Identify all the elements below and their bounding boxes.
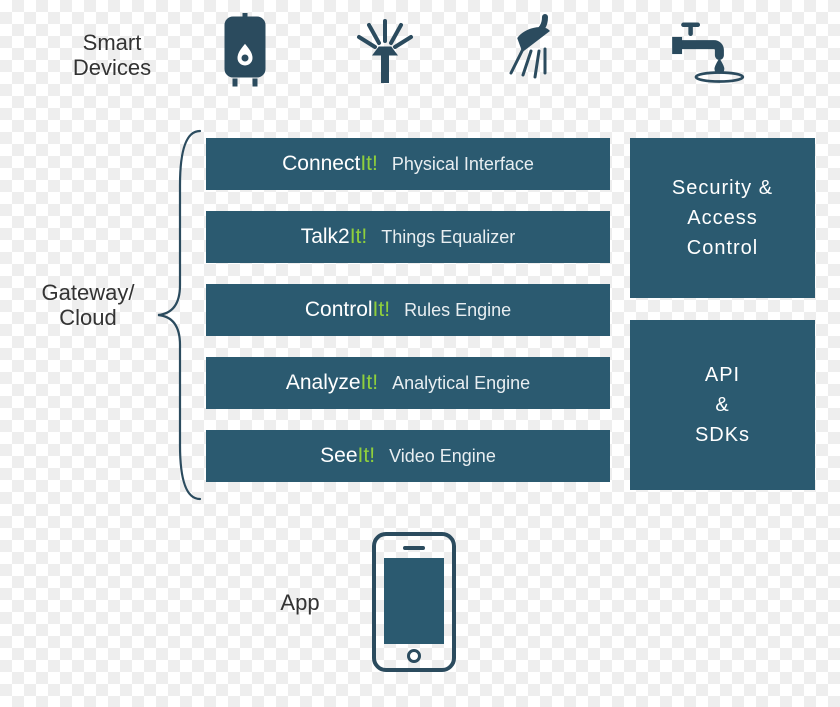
smart-devices-label: Smart Devices	[52, 30, 172, 81]
security-panel: Security & Access Control	[630, 138, 815, 298]
module-desc: Video Engine	[389, 446, 496, 467]
curly-brace	[150, 125, 206, 505]
water-heater-icon	[200, 10, 290, 90]
module-connectit: ConnectIt! Physical Interface	[206, 138, 610, 190]
phone-screen	[384, 558, 444, 644]
module-controlit: ControlIt! Rules Engine	[206, 284, 610, 336]
phone-speaker	[403, 546, 425, 550]
shower-head-icon	[480, 10, 570, 90]
module-desc: Rules Engine	[404, 300, 511, 321]
module-analyzeit: AnalyzeIt! Analytical Engine	[206, 357, 610, 409]
module-name: ConnectIt!	[282, 152, 378, 176]
module-desc: Analytical Engine	[392, 373, 530, 394]
api-sdks-panel: API & SDKs	[630, 320, 815, 490]
app-label: App	[260, 590, 340, 615]
module-desc: Physical Interface	[392, 154, 534, 175]
module-name: ControlIt!	[305, 298, 390, 322]
phone-home-button	[407, 649, 421, 663]
module-name: Talk2It!	[301, 225, 368, 249]
module-name: SeeIt!	[320, 444, 375, 468]
phone-icon	[372, 532, 456, 672]
sprinkler-icon	[340, 10, 430, 90]
module-seeit: SeeIt! Video Engine	[206, 430, 610, 482]
module-desc: Things Equalizer	[381, 227, 515, 248]
module-talk2it: Talk2It! Things Equalizer	[206, 211, 610, 263]
faucet-icon	[660, 10, 750, 90]
module-name: AnalyzeIt!	[286, 371, 378, 395]
gateway-cloud-label: Gateway/ Cloud	[28, 280, 148, 331]
